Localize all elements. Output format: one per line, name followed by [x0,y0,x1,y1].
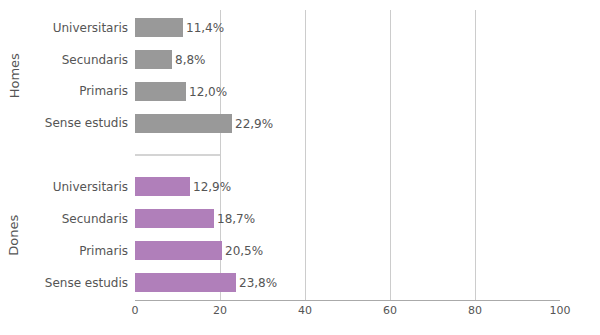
svg-text:100: 100 [550,304,571,317]
svg-text:Sense estudis: Sense estudis [45,276,128,290]
svg-text:Universitaris: Universitaris [53,180,128,194]
svg-text:Secundaris: Secundaris [62,212,128,226]
svg-text:Primaris: Primaris [79,244,128,258]
svg-text:Primaris: Primaris [79,84,128,98]
svg-text:Secundaris: Secundaris [62,53,128,67]
svg-text:20: 20 [213,304,227,317]
svg-text:Universitaris: Universitaris [53,21,128,35]
svg-text:12,9%: 12,9% [193,180,231,194]
svg-text:8,8%: 8,8% [175,53,206,67]
svg-text:40: 40 [298,304,312,317]
svg-text:Dones: Dones [6,214,21,255]
svg-text:11,4%: 11,4% [186,21,224,35]
svg-text:0: 0 [132,304,139,317]
svg-text:22,9%: 22,9% [235,117,273,131]
svg-text:12,0%: 12,0% [189,85,227,99]
svg-text:18,7%: 18,7% [217,212,255,226]
svg-text:20,5%: 20,5% [225,244,263,258]
svg-text:Homes: Homes [7,53,22,98]
svg-text:60: 60 [383,304,397,317]
svg-text:80: 80 [468,304,482,317]
svg-text:23,8%: 23,8% [239,276,277,290]
svg-text:Sense estudis: Sense estudis [45,116,128,130]
